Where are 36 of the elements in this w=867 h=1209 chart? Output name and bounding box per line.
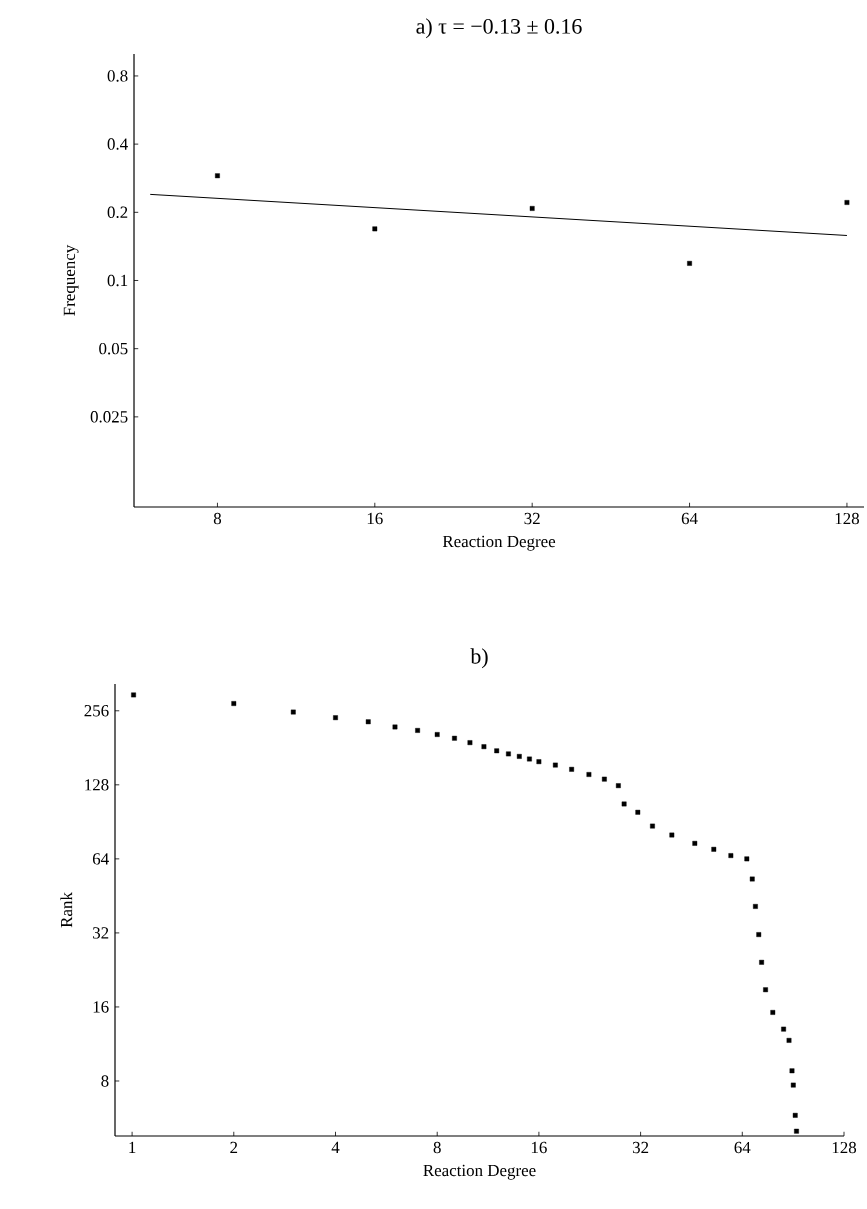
x-tick-label: 32 xyxy=(524,512,540,525)
y-tick-label: 0.8 xyxy=(107,70,128,82)
point xyxy=(844,200,850,205)
point xyxy=(687,260,692,266)
y-tick-label: 64 xyxy=(92,853,109,865)
y-tick-label: 32 xyxy=(93,927,109,939)
x-tick-label: 8 xyxy=(213,512,222,525)
x-axis-title: Reaction Degree xyxy=(442,535,556,551)
point xyxy=(215,173,220,179)
x-tick-label: 4 xyxy=(331,1141,340,1153)
y-axis-title: Rank xyxy=(60,892,73,928)
x-tick-label: 32 xyxy=(632,1141,649,1154)
y-tick-label: 0.4 xyxy=(107,138,128,150)
x-axis-title: Reaction Degree xyxy=(423,1164,536,1180)
y-tick-label: 16 xyxy=(93,1001,109,1013)
x-tick-label: 64 xyxy=(734,1141,751,1154)
chart-title: a) τ = −0.13 ± 0.16 xyxy=(416,18,582,39)
y-tick-label: 0.025 xyxy=(90,411,128,423)
y-axis-title: Frequency xyxy=(63,244,79,316)
y-tick-label: 128 xyxy=(85,779,109,791)
x-tick-label: 1 xyxy=(129,1141,136,1154)
y-tick-label: 256 xyxy=(84,705,109,717)
y-tick-label: 0.05 xyxy=(99,342,128,355)
x-tick-label: 2 xyxy=(230,1141,238,1154)
y-tick-label: 0.1 xyxy=(107,274,128,287)
y-tick-label: 8 xyxy=(101,1075,109,1087)
point xyxy=(529,206,535,211)
x-tick-label: 128 xyxy=(835,512,859,525)
x-tick-label: 64 xyxy=(681,512,698,525)
x-tick-label: 16 xyxy=(531,1141,547,1154)
y-tick-label: 0.2 xyxy=(107,206,128,219)
x-tick-label: 16 xyxy=(367,512,383,525)
x-tick-label: 128 xyxy=(832,1141,857,1154)
point xyxy=(372,226,378,232)
chart-title: b) xyxy=(470,648,488,669)
x-tick-label: 8 xyxy=(433,1141,441,1154)
